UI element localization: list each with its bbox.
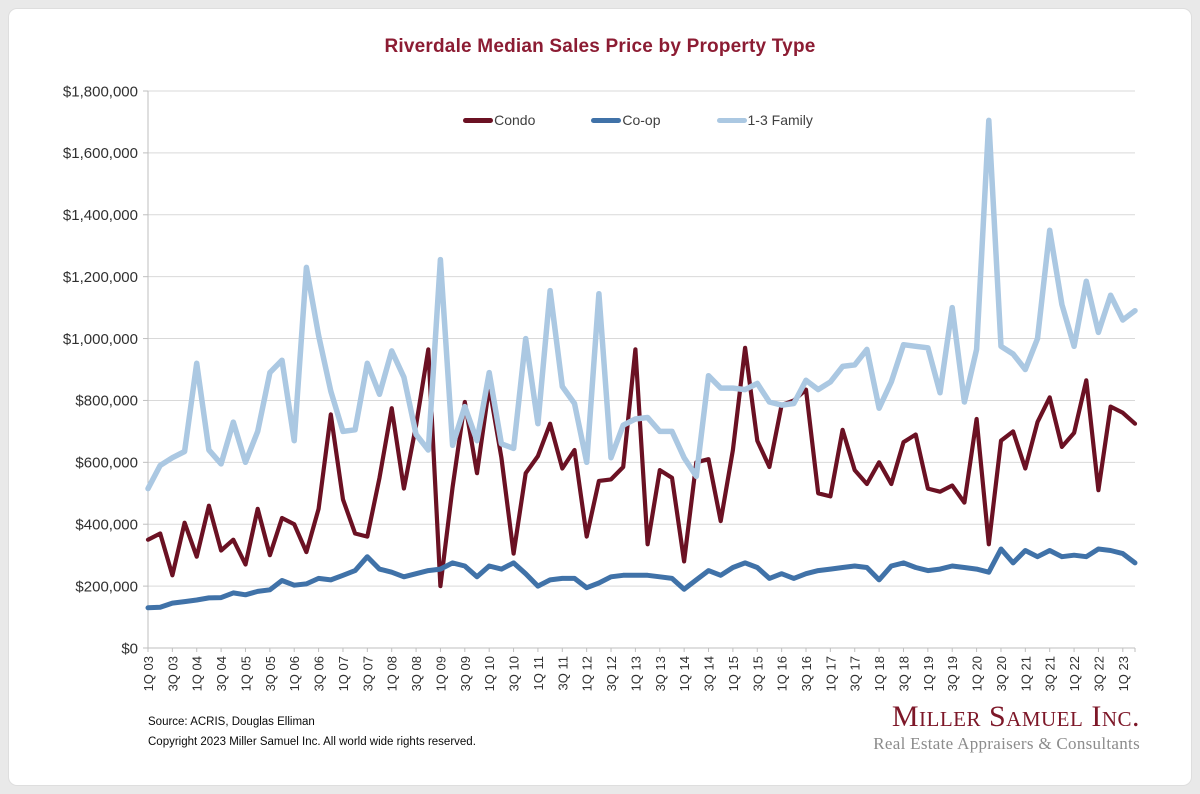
x-tick-label: 3Q 10 — [507, 656, 522, 691]
family-line-swatch-icon — [716, 117, 747, 123]
footer-text: Source: ACRIS, Douglas Elliman Copyright… — [148, 712, 476, 752]
x-tick-label: 3Q 07 — [360, 656, 375, 691]
x-tick-label: 1Q 06 — [287, 656, 302, 691]
y-tick-label: $1,600,000 — [63, 145, 138, 162]
x-tick-label: 3Q 06 — [312, 656, 327, 691]
y-tick-label: $1,400,000 — [63, 207, 138, 224]
chart-title: Riverdale Median Sales Price by Property… — [384, 36, 816, 57]
x-tick-label: 3Q 05 — [263, 656, 278, 691]
x-tick-label: 1Q 08 — [385, 656, 400, 691]
x-tick-label: 1Q 14 — [677, 656, 692, 691]
x-tick-label: 1Q 12 — [580, 656, 595, 691]
copyright-note: Copyright 2023 Miller Samuel Inc. All wo… — [148, 736, 476, 749]
legend-label-coop: Co-op — [622, 112, 661, 128]
y-tick-label: $1,000,000 — [63, 331, 138, 348]
x-tick-label: 1Q 10 — [482, 656, 497, 691]
y-tick-label: $1,800,000 — [63, 83, 138, 100]
x-tick-label: 1Q 21 — [1018, 656, 1033, 691]
legend-item-family: 1-3 Family — [716, 112, 813, 128]
legend-item-coop: Co-op — [591, 112, 661, 128]
series-line-co-op — [145, 546, 1138, 611]
x-tick-label: 1Q 09 — [433, 656, 448, 691]
x-tick-label: 1Q 13 — [628, 656, 643, 691]
x-tick-label: 1Q 05 — [238, 656, 253, 691]
x-tick-label: 1Q 11 — [531, 656, 546, 690]
logo-company-name: Miller Samuel Inc. — [891, 700, 1140, 733]
x-tick-label: 3Q 17 — [848, 656, 863, 691]
x-tick-label: 3Q 19 — [945, 656, 960, 691]
legend-label-family: 1-3 Family — [747, 112, 813, 128]
x-tick-label: 3Q 15 — [750, 656, 765, 691]
coop-line-swatch-icon — [591, 117, 622, 123]
x-tick-label: 1Q 20 — [970, 656, 985, 691]
chart-card — [8, 8, 1192, 786]
x-tick-label: 1Q 17 — [823, 656, 838, 691]
miller-samuel-logo: Miller Samuel Inc. Real Estate Appraiser… — [873, 700, 1140, 754]
x-tick-label: 3Q 22 — [1091, 656, 1106, 691]
y-tick-label: $600,000 — [75, 455, 138, 472]
x-tick-label: 3Q 11 — [555, 656, 570, 690]
y-tick-label: $400,000 — [75, 516, 138, 533]
y-tick-label: $200,000 — [75, 578, 138, 595]
x-tick-label: 3Q 16 — [799, 656, 814, 691]
x-tick-label: 1Q 23 — [1116, 656, 1131, 691]
y-tick-label: $0 — [121, 640, 138, 657]
x-tick-label: 3Q 09 — [458, 656, 473, 691]
source-note: Source: ACRIS, Douglas Elliman — [148, 716, 315, 728]
x-tick-label: 1Q 22 — [1067, 656, 1082, 691]
x-tick-label: 3Q 12 — [604, 656, 619, 691]
chart-legend: Condo Co-op 1-3 Family — [38, 112, 1200, 128]
legend-item-condo: Condo — [463, 112, 535, 128]
y-tick-label: $1,200,000 — [63, 269, 138, 286]
x-tick-label: 1Q 07 — [336, 656, 351, 691]
x-tick-label: 1Q 03 — [141, 656, 156, 691]
x-tick-label: 3Q 03 — [165, 656, 180, 691]
x-tick-label: 3Q 08 — [409, 656, 424, 691]
series-line-1-3-family — [145, 117, 1138, 492]
x-tick-label: 3Q 04 — [214, 656, 229, 691]
y-tick-label: $800,000 — [75, 393, 138, 410]
x-tick-label: 1Q 04 — [190, 656, 205, 691]
x-tick-label: 1Q 18 — [872, 656, 887, 691]
condo-line-swatch-icon — [463, 117, 494, 123]
x-tick-label: 3Q 18 — [896, 656, 911, 691]
x-tick-label: 1Q 15 — [726, 656, 741, 691]
x-tick-label: 3Q 20 — [994, 656, 1009, 691]
x-tick-label: 1Q 19 — [921, 656, 936, 691]
series-line-condo — [145, 345, 1138, 589]
legend-label-condo: Condo — [494, 112, 536, 128]
x-tick-label: 3Q 14 — [702, 656, 717, 691]
x-tick-label: 3Q 13 — [653, 656, 668, 691]
x-tick-label: 1Q 16 — [775, 656, 790, 691]
logo-tagline: Real Estate Appraisers & Consultants — [873, 734, 1140, 753]
x-tick-label: 3Q 21 — [1043, 656, 1058, 691]
